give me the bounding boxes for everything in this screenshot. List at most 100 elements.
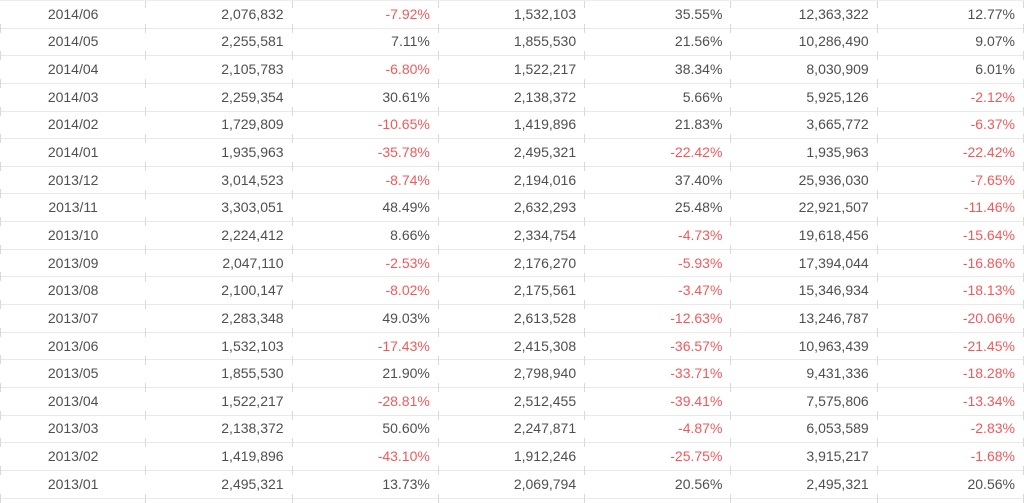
- cell-percent-change-2: 35.55%: [585, 0, 732, 33]
- cell-month: 2013/02: [0, 443, 147, 476]
- cell-cumulative-percent: -15.64%: [878, 222, 1024, 254]
- table-row: 2013/09 2,047,110 -2.53% 2,176,270 -5.93…: [0, 249, 1024, 282]
- cell-month: 2013/12: [0, 167, 147, 199]
- cell-value-2: 2,415,308: [439, 333, 586, 365]
- cell-cumulative-value: 17,394,044: [731, 250, 878, 282]
- cell-percent-change: 30.61%: [293, 84, 440, 116]
- table-row: 2013/06 1,532,103 -17.43% 2,415,308 -36.…: [0, 332, 1024, 365]
- cell-cumulative-percent: 20.56%: [878, 471, 1024, 503]
- cell-value-2: 1,522,217: [439, 56, 586, 89]
- cell-value: 2,105,783: [146, 56, 293, 89]
- table-row: 2013/08 2,100,147 -8.02% 2,175,561 -3.47…: [0, 277, 1024, 310]
- table-row: 2013/12 3,014,523 -8.74% 2,194,016 37.40…: [0, 166, 1024, 199]
- cell-month: 2013/06: [0, 333, 147, 365]
- table-row: 2013/04 1,522,217 -28.81% 2,512,455 -39.…: [0, 387, 1024, 420]
- cell-percent-change: -43.10%: [293, 443, 440, 476]
- cell-month: 2014/04: [0, 56, 147, 89]
- cell-cumulative-value: 9,431,336: [731, 360, 878, 393]
- cell-month: 2013/11: [0, 194, 147, 227]
- cell-value-2: 2,613,528: [439, 305, 586, 337]
- cell-cumulative-percent: -20.06%: [878, 305, 1024, 337]
- cell-cumulative-percent: 6.01%: [878, 56, 1024, 89]
- cell-cumulative-percent: -18.13%: [878, 277, 1024, 310]
- cell-percent-change: -35.78%: [293, 139, 440, 172]
- cell-value-2: 2,069,794: [439, 471, 586, 503]
- cell-cumulative-value: 7,575,806: [731, 388, 878, 420]
- cell-cumulative-percent: -2.83%: [878, 415, 1024, 448]
- cell-cumulative-value: 8,030,909: [731, 56, 878, 89]
- cell-value-2: 2,495,321: [439, 139, 586, 172]
- cell-value-2: 2,194,016: [439, 167, 586, 199]
- cell-percent-change-2: 38.34%: [585, 56, 732, 89]
- cell-cumulative-value: 19,618,456: [731, 222, 878, 254]
- cell-value-2: 2,138,372: [439, 84, 586, 116]
- cell-value: 2,259,354: [146, 84, 293, 116]
- table-row: 2013/05 1,855,530 21.90% 2,798,940 -33.7…: [0, 360, 1024, 393]
- cell-value: 1,532,103: [146, 333, 293, 365]
- cell-value: 2,047,110: [146, 250, 293, 282]
- cell-cumulative-value: 10,286,490: [731, 28, 878, 61]
- cell-cumulative-percent: -11.46%: [878, 194, 1024, 227]
- cell-month: 2013/08: [0, 277, 147, 310]
- table-row: 2014/01 1,935,963 -35.78% 2,495,321 -22.…: [0, 139, 1024, 172]
- cell-value: 1,522,217: [146, 388, 293, 420]
- cell-month: 2013/09: [0, 250, 147, 282]
- cell-percent-change: 21.90%: [293, 360, 440, 393]
- cell-cumulative-percent: -13.34%: [878, 388, 1024, 420]
- cell-percent-change-2: -36.57%: [585, 333, 732, 365]
- cell-month: 2013/04: [0, 388, 147, 420]
- table-row: 2014/05 2,255,581 7.11% 1,855,530 21.56%…: [0, 28, 1024, 61]
- cell-cumulative-percent: -16.86%: [878, 250, 1024, 282]
- cell-cumulative-percent: -21.45%: [878, 333, 1024, 365]
- cell-value: 2,255,581: [146, 28, 293, 61]
- cell-value-2: 2,798,940: [439, 360, 586, 393]
- cell-percent-change: 8.66%: [293, 222, 440, 254]
- cell-value-2: 2,176,270: [439, 250, 586, 282]
- cell-value-2: 1,532,103: [439, 0, 586, 33]
- cell-month: 2013/05: [0, 360, 147, 393]
- cell-percent-change: 50.60%: [293, 415, 440, 448]
- cell-cumulative-percent: -2.12%: [878, 84, 1024, 116]
- cell-value-2: 2,632,293: [439, 194, 586, 227]
- cell-cumulative-value: 5,925,126: [731, 84, 878, 116]
- cell-value: 1,855,530: [146, 360, 293, 393]
- cell-percent-change-2: -39.41%: [585, 388, 732, 420]
- cell-percent-change-2: 25.48%: [585, 194, 732, 227]
- cell-percent-change: 49.03%: [293, 305, 440, 337]
- cell-value: 3,014,523: [146, 167, 293, 199]
- cell-cumulative-percent: 12.77%: [878, 0, 1024, 33]
- table-row: 2013/10 2,224,412 8.66% 2,334,754 -4.73%…: [0, 222, 1024, 254]
- cell-cumulative-percent: -1.68%: [878, 443, 1024, 476]
- table-row: 2014/02 1,729,809 -10.65% 1,419,896 21.8…: [0, 111, 1024, 144]
- cell-value: 1,729,809: [146, 111, 293, 144]
- cell-value: 2,495,321: [146, 471, 293, 503]
- cell-month: 2013/07: [0, 305, 147, 337]
- cell-month: 2013/03: [0, 415, 147, 448]
- cell-percent-change-2: 20.56%: [585, 471, 732, 503]
- cell-cumulative-percent: -6.37%: [878, 111, 1024, 144]
- table-row: 2014/04 2,105,783 -6.80% 1,522,217 38.34…: [0, 56, 1024, 89]
- cell-percent-change-2: -4.87%: [585, 415, 732, 448]
- cell-cumulative-value: 22,921,507: [731, 194, 878, 227]
- cell-percent-change: -17.43%: [293, 333, 440, 365]
- cell-month: 2014/03: [0, 84, 147, 116]
- cell-percent-change: -8.02%: [293, 277, 440, 310]
- cell-percent-change: -8.74%: [293, 167, 440, 199]
- cell-value: 2,138,372: [146, 415, 293, 448]
- cell-cumulative-value: 12,363,322: [731, 0, 878, 33]
- cell-value: 2,076,832: [146, 0, 293, 33]
- cell-value-2: 2,175,561: [439, 277, 586, 310]
- cell-cumulative-value: 10,963,439: [731, 333, 878, 365]
- table-row: 2013/11 3,303,051 48.49% 2,632,293 25.48…: [0, 194, 1024, 227]
- cell-value: 2,224,412: [146, 222, 293, 254]
- cell-percent-change-2: -3.47%: [585, 277, 732, 310]
- cell-percent-change-2: 37.40%: [585, 167, 732, 199]
- cell-month: 2013/10: [0, 222, 147, 254]
- cell-percent-change: 48.49%: [293, 194, 440, 227]
- cell-cumulative-percent: -7.65%: [878, 167, 1024, 199]
- cell-percent-change-2: -12.63%: [585, 305, 732, 337]
- cell-value-2: 1,912,246: [439, 443, 586, 476]
- cell-value: 1,419,896: [146, 443, 293, 476]
- cell-value-2: 2,247,871: [439, 415, 586, 448]
